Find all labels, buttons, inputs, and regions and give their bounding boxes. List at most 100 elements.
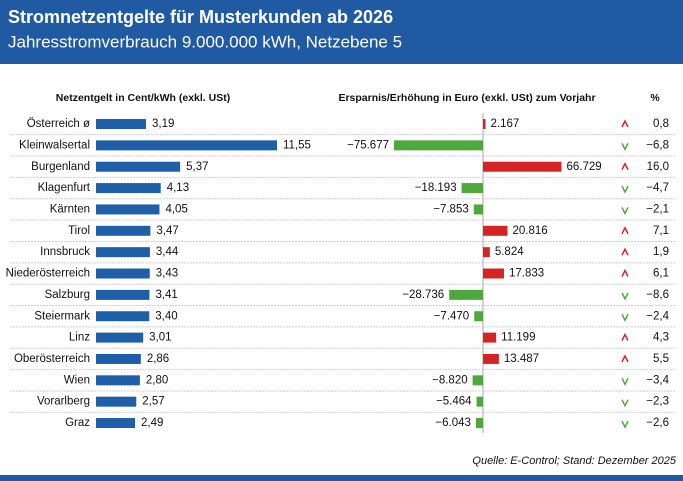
value-label: 11.199 <box>501 332 535 344</box>
category-label: Niederösterreich <box>6 268 90 280</box>
bar <box>461 183 483 194</box>
trend-arrow <box>621 332 629 341</box>
value-label: −28.736 <box>402 289 444 301</box>
percent-label: 5,5 <box>653 353 669 365</box>
percent-label: 16,0 <box>647 161 669 173</box>
value-label: 66.729 <box>566 161 601 173</box>
category-label: Vorarlberg <box>37 396 90 408</box>
value-label: −7.470 <box>434 310 470 322</box>
percent-label: −3,4 <box>646 374 669 386</box>
bar <box>475 418 483 429</box>
value-label: 2.167 <box>491 118 520 130</box>
percent-label: 0,8 <box>653 118 669 130</box>
column-header: Ersparnis/Erhöhung in Euro (exkl. USt) z… <box>338 92 595 104</box>
bar <box>474 311 483 322</box>
trend-arrow <box>621 226 629 235</box>
bar <box>96 183 161 194</box>
column-header: Netzentgelt in Cent/kWh (exkl. USt) <box>56 92 230 104</box>
percent-label: −4,7 <box>646 182 669 194</box>
bar <box>96 161 181 172</box>
category-label: Tirol <box>68 225 90 237</box>
bar <box>96 268 150 279</box>
bar <box>483 225 508 236</box>
bar <box>483 119 486 129</box>
bar <box>96 332 144 343</box>
percent-label: 1,9 <box>653 246 669 258</box>
trend-arrow <box>621 313 629 322</box>
value-label: 4,05 <box>165 203 187 215</box>
category-label: Burgenland <box>31 161 90 173</box>
value-label: 5,37 <box>186 161 208 173</box>
bar <box>483 247 490 258</box>
chart-title: Stromnetzentgelte für Musterkunden ab 20… <box>8 7 393 27</box>
value-label: 2,86 <box>147 353 169 365</box>
value-label: −6.043 <box>435 417 471 429</box>
value-label: 3,40 <box>155 310 177 322</box>
category-label: Österreich ø <box>27 118 90 130</box>
bar <box>394 140 483 151</box>
category-label: Wien <box>64 374 90 386</box>
bar <box>483 353 499 364</box>
trend-arrow <box>621 247 629 256</box>
percent-label: −8,6 <box>646 289 669 301</box>
value-label: 13.487 <box>504 353 539 365</box>
bar <box>449 289 483 300</box>
bar <box>96 353 141 364</box>
bar <box>96 225 151 236</box>
trend-arrow <box>621 399 629 408</box>
value-label: 2,57 <box>142 396 164 408</box>
bar <box>472 375 483 386</box>
percent-label: 4,3 <box>653 332 669 344</box>
trend-arrow <box>621 143 629 152</box>
trend-arrow <box>621 377 629 386</box>
value-label: 3,01 <box>149 332 171 344</box>
header-band <box>0 0 683 64</box>
value-label: −8.820 <box>432 374 468 386</box>
category-label: Innsbruck <box>40 246 90 258</box>
bar <box>96 418 136 429</box>
category-label: Kärnten <box>50 203 90 215</box>
percent-label: −6,8 <box>646 139 669 151</box>
chart-subtitle: Jahresstromverbrauch 9.000.000 kWh, Netz… <box>8 32 402 51</box>
trend-arrow <box>621 420 629 429</box>
category-label: Steiermark <box>34 310 90 322</box>
value-label: −5.464 <box>436 396 472 408</box>
value-label: 3,19 <box>152 118 174 130</box>
category-label: Oberösterreich <box>14 353 90 365</box>
category-label: Klagenfurt <box>38 182 91 194</box>
category-label: Salzburg <box>45 289 90 301</box>
bar <box>483 161 562 172</box>
bar <box>476 396 483 407</box>
category-label: Kleinwalsertal <box>19 139 90 151</box>
column-header: % <box>650 92 660 104</box>
source: Quelle: E-Control; Stand: Dezember 2025 <box>472 455 676 467</box>
value-label: 17.833 <box>509 268 544 280</box>
bar <box>473 204 483 215</box>
trend-arrow <box>621 185 629 194</box>
percent-label: −2,6 <box>646 417 669 429</box>
value-label: 20.816 <box>512 225 547 237</box>
percent-label: 7,1 <box>653 225 669 237</box>
bar <box>483 268 504 279</box>
trend-arrow <box>621 268 629 277</box>
value-label: −18.193 <box>415 182 457 194</box>
bar <box>96 204 160 215</box>
value-label: −75.677 <box>347 139 389 151</box>
percent-label: −2,1 <box>646 203 669 215</box>
trend-arrow <box>621 119 629 128</box>
bar <box>96 396 137 407</box>
percent-label: −2,4 <box>646 310 669 322</box>
value-label: 3,41 <box>155 289 177 301</box>
value-label: 3,44 <box>156 246 179 258</box>
bar <box>96 140 277 151</box>
trend-arrow <box>621 162 629 171</box>
value-label: 4,13 <box>167 182 189 194</box>
bar <box>96 311 150 322</box>
category-label: Graz <box>65 417 90 429</box>
bar <box>96 289 150 300</box>
value-label: −7.853 <box>433 203 469 215</box>
value-label: 11,55 <box>283 139 311 151</box>
bar <box>483 332 497 343</box>
value-label: 2,80 <box>146 374 168 386</box>
